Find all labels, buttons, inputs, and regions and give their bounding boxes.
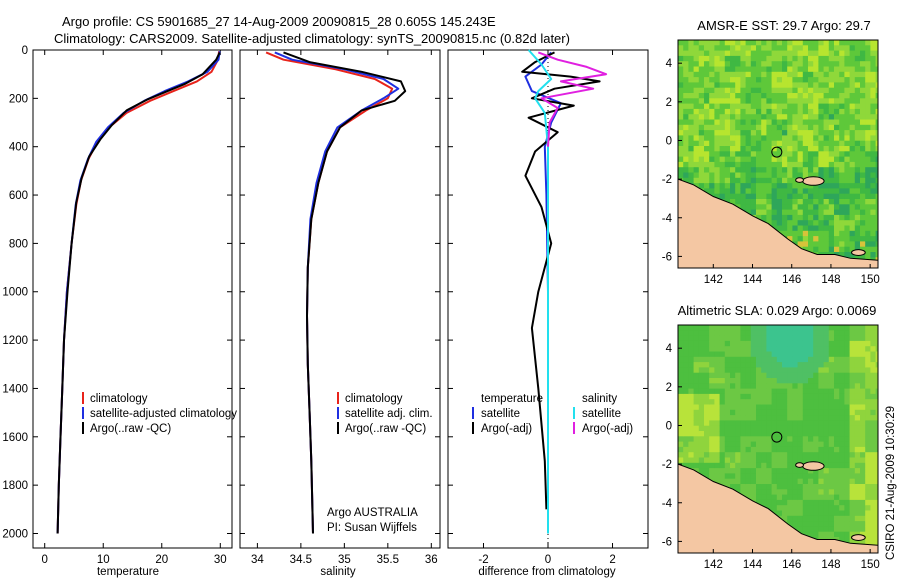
x-tick-label: 20 bbox=[155, 554, 168, 566]
plot-frame bbox=[239, 49, 441, 549]
island bbox=[802, 176, 825, 186]
y-tick-label: 600 bbox=[9, 190, 28, 202]
legend-argo-label: Argo(..raw -QC) bbox=[345, 423, 426, 435]
y-tick-label: 4 bbox=[666, 58, 673, 70]
y-tick-label: 1400 bbox=[2, 383, 28, 395]
y-tick-label: 0 bbox=[666, 135, 672, 147]
legend-sal-satellite-label: satellite bbox=[582, 408, 621, 420]
x-tick-label: 0 bbox=[545, 554, 551, 566]
x-tick-label: 142 bbox=[704, 559, 723, 571]
credit-line2: PI: Susan Wijffels bbox=[327, 522, 417, 534]
land-coastline bbox=[678, 178, 878, 268]
y-tick-label: 800 bbox=[9, 238, 28, 250]
x-tick-label: 2 bbox=[609, 554, 615, 566]
salinity-legend: climatology satellite adj. clim. Argo(..… bbox=[337, 392, 433, 435]
plot-frame bbox=[32, 49, 233, 549]
temperature-xlabel: temperature bbox=[97, 566, 159, 578]
x-tick-label: 150 bbox=[861, 274, 880, 286]
salinity-xlabel: salinity bbox=[320, 566, 355, 578]
y-tick-label: -4 bbox=[662, 213, 673, 225]
series-line-climatology bbox=[265, 51, 394, 534]
legend-salinity-heading: salinity bbox=[582, 393, 617, 405]
series-line-satellite-adj-clim bbox=[274, 51, 400, 534]
legend-sal-argo-label: Argo(-adj) bbox=[582, 423, 633, 435]
island bbox=[795, 177, 804, 183]
legend-temp-argo-label: Argo(-adj) bbox=[481, 423, 532, 435]
y-tick-label: 400 bbox=[9, 142, 28, 154]
legend-temp-satellite-label: satellite bbox=[481, 408, 520, 420]
x-tick-label: 35.5 bbox=[377, 554, 399, 566]
y-tick-label: -6 bbox=[662, 536, 672, 548]
island bbox=[851, 534, 866, 541]
y-tick-label: -6 bbox=[662, 251, 672, 263]
y-tick-label: 0 bbox=[666, 420, 672, 432]
y-tick-label: -2 bbox=[662, 174, 672, 186]
y-tick-label: 4 bbox=[666, 343, 673, 355]
x-tick-label: 0 bbox=[42, 554, 48, 566]
series-line-salinity-satellite bbox=[527, 49, 553, 534]
legend-satellite-label: satellite-adjusted climatology bbox=[90, 408, 237, 420]
temperature-legend: climatology satellite-adjusted climatolo… bbox=[82, 392, 237, 435]
series-line-satellite-adjusted-climatology bbox=[56, 51, 221, 534]
x-tick-label: 144 bbox=[743, 559, 763, 571]
y-tick-label: 1600 bbox=[2, 432, 28, 444]
map-frame bbox=[677, 39, 879, 269]
series-line-argo-raw-qc bbox=[283, 51, 407, 534]
x-tick-label: 148 bbox=[821, 274, 840, 286]
legend-satellite-label: satellite adj. clim. bbox=[345, 408, 433, 420]
x-tick-label: 150 bbox=[861, 559, 880, 571]
series-line-argo-raw-qc bbox=[56, 51, 221, 534]
argo-position-marker bbox=[771, 146, 783, 158]
y-tick-label: -4 bbox=[662, 498, 673, 510]
difference-profile-panel: -2 0 2 bbox=[447, 49, 649, 566]
series-line-climatology bbox=[56, 51, 221, 534]
side-credit-label: CSIRO 21-Aug-2009 10:30:29 bbox=[885, 406, 897, 560]
series-line-temperature-argo-adj bbox=[521, 51, 601, 510]
legend-climatology-label: climatology bbox=[345, 393, 403, 405]
salinity-profile-panel: 34 34.5 35 35.5 36 bbox=[239, 49, 441, 566]
x-tick-label: 34.5 bbox=[290, 554, 312, 566]
difference-legend: temperature satellite Argo(-adj) salinit… bbox=[472, 393, 633, 435]
island bbox=[795, 462, 804, 468]
legend-climatology-label: climatology bbox=[90, 393, 148, 405]
difference-xlabel: difference from climatology bbox=[478, 566, 615, 578]
legend-argo-label: Argo(..raw -QC) bbox=[90, 423, 171, 435]
x-tick-label: -2 bbox=[478, 554, 488, 566]
x-tick-label: 34 bbox=[251, 554, 264, 566]
x-tick-label: 142 bbox=[704, 274, 723, 286]
island bbox=[802, 461, 825, 471]
y-tick-label: 0 bbox=[22, 45, 28, 57]
map-frame bbox=[677, 324, 879, 554]
figure-title-line1: Argo profile: CS 5901685_27 14-Aug-2009 … bbox=[62, 14, 496, 29]
temperature-profile-panel: 0 10 20 30 0 200 400 600 800 1000 1200 1400 1600 1800… bbox=[2, 45, 233, 566]
y-tick-label: 200 bbox=[9, 93, 28, 105]
x-tick-label: 148 bbox=[821, 559, 840, 571]
y-tick-label: 1000 bbox=[2, 287, 28, 299]
y-tick-label: 2 bbox=[666, 97, 672, 109]
x-tick-label: 36 bbox=[425, 554, 438, 566]
island bbox=[851, 249, 866, 256]
x-tick-label: 35 bbox=[338, 554, 351, 566]
sst-map-title: AMSR-E SST: 29.7 Argo: 29.7 bbox=[697, 18, 870, 33]
x-tick-label: 146 bbox=[782, 559, 801, 571]
y-tick-label: 1200 bbox=[2, 335, 28, 347]
y-tick-label: -2 bbox=[662, 459, 672, 471]
x-tick-label: 30 bbox=[214, 554, 227, 566]
y-tick-label: 2 bbox=[666, 382, 672, 394]
legend-temperature-heading: temperature bbox=[481, 393, 543, 405]
land-coastline bbox=[678, 463, 878, 553]
x-tick-label: 146 bbox=[782, 274, 801, 286]
x-tick-label: 144 bbox=[743, 274, 763, 286]
argo-position-marker bbox=[771, 431, 783, 443]
sst-map-panel: 142 144 146 148 150 -6 -4 -2 0 2 4 bbox=[662, 39, 880, 286]
x-tick-label: 10 bbox=[97, 554, 110, 566]
y-tick-label: 2000 bbox=[2, 528, 28, 540]
credit-line1: Argo AUSTRALIA bbox=[327, 507, 418, 519]
figure-title-line2: Climatology: CARS2009. Satellite-adjuste… bbox=[54, 31, 570, 46]
sla-map-title: Altimetric SLA: 0.029 Argo: 0.0069 bbox=[678, 303, 877, 318]
sla-map-panel: 142 144 146 148 150 -6 -4 -2 0 2 4 bbox=[662, 324, 880, 571]
y-tick-label: 1800 bbox=[2, 480, 28, 492]
series-line-salinity-argo-adj bbox=[537, 51, 608, 147]
